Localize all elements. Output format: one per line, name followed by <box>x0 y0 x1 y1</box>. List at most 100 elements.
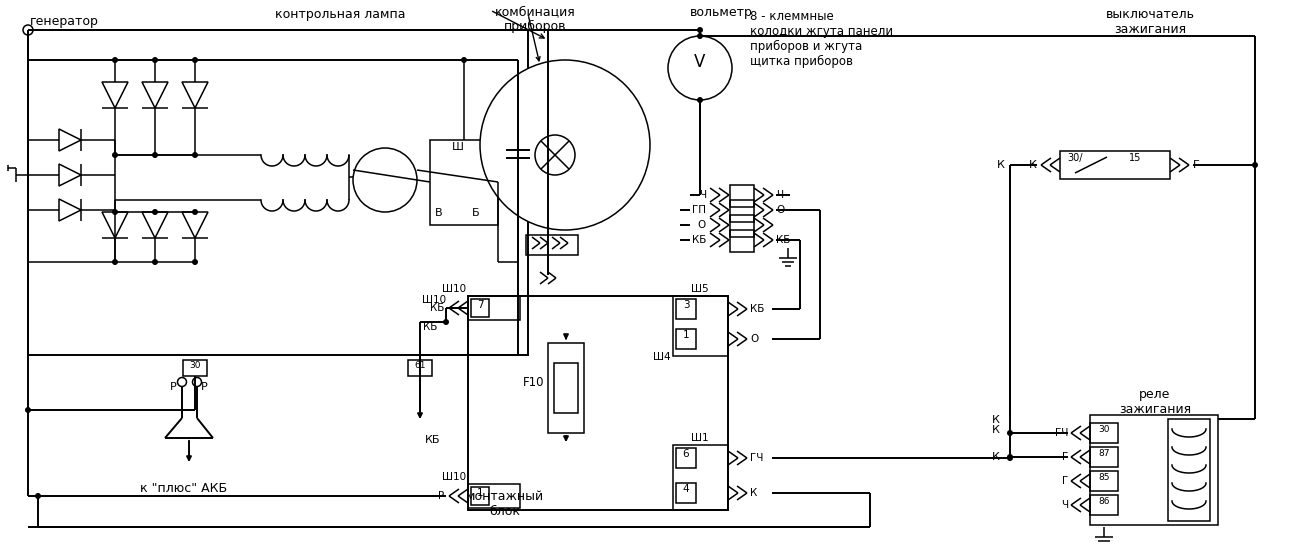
Text: Г: Г <box>1193 160 1199 170</box>
Text: 7: 7 <box>477 300 483 310</box>
Text: 1: 1 <box>477 488 483 498</box>
Bar <box>467 484 521 508</box>
Text: 87: 87 <box>1098 449 1110 458</box>
Circle shape <box>1008 430 1013 436</box>
Circle shape <box>697 33 703 39</box>
Text: КБ: КБ <box>750 304 764 314</box>
Circle shape <box>443 319 449 325</box>
Text: вольметр: вольметр <box>690 6 752 19</box>
Text: V: V <box>694 53 706 71</box>
Bar <box>467 296 728 510</box>
Bar <box>1061 151 1169 179</box>
Text: Г: Г <box>1062 452 1068 462</box>
Text: монтажный
блок: монтажный блок <box>466 490 544 518</box>
Bar <box>467 296 521 320</box>
Text: Р: Р <box>438 491 444 501</box>
Text: О: О <box>698 220 706 230</box>
Circle shape <box>1008 454 1013 460</box>
Text: Ш: Ш <box>452 142 464 152</box>
Text: выключатель
зажигания: выключатель зажигания <box>1106 8 1194 36</box>
Circle shape <box>177 378 186 386</box>
Bar <box>676 483 695 503</box>
Bar <box>430 140 499 225</box>
Circle shape <box>152 259 158 265</box>
Bar <box>471 299 490 317</box>
Text: О: О <box>776 205 785 215</box>
Text: КБ: КБ <box>692 235 706 245</box>
Text: Ш4: Ш4 <box>654 352 671 362</box>
Text: к "плюс" АКБ: к "плюс" АКБ <box>140 482 227 495</box>
Circle shape <box>480 60 650 230</box>
Text: 6: 6 <box>682 449 689 459</box>
Circle shape <box>23 25 32 35</box>
Text: 3: 3 <box>682 300 689 310</box>
Text: Ч: Ч <box>776 190 783 200</box>
Circle shape <box>111 57 118 63</box>
Bar <box>548 343 584 433</box>
Text: 4: 4 <box>682 484 689 494</box>
Text: F10: F10 <box>522 376 544 390</box>
Text: 85: 85 <box>1098 473 1110 482</box>
Text: Ч: Ч <box>1061 500 1068 510</box>
Text: К: К <box>992 452 1000 462</box>
Circle shape <box>35 493 41 499</box>
Circle shape <box>193 378 202 386</box>
Text: реле
зажигания: реле зажигания <box>1119 388 1191 416</box>
Bar <box>673 445 728 510</box>
Bar <box>526 235 578 255</box>
Text: КБ: КБ <box>425 435 440 445</box>
Bar <box>676 329 695 349</box>
Circle shape <box>192 259 198 265</box>
Text: Б: Б <box>471 208 479 218</box>
Circle shape <box>111 259 118 265</box>
Circle shape <box>192 152 198 158</box>
Bar <box>1090 447 1118 467</box>
Text: К: К <box>750 488 758 498</box>
Bar <box>183 360 207 376</box>
Circle shape <box>1252 162 1257 168</box>
Text: контрольная лампа: контрольная лампа <box>275 8 405 21</box>
Circle shape <box>25 407 31 413</box>
Text: комбинация
приборов: комбинация приборов <box>495 5 575 33</box>
Bar <box>1090 471 1118 491</box>
Bar <box>1090 423 1118 443</box>
Circle shape <box>152 152 158 158</box>
Text: 15: 15 <box>1129 153 1141 163</box>
Text: ГЧ: ГЧ <box>1054 428 1068 438</box>
Text: Ш10: Ш10 <box>442 472 466 482</box>
Text: ГП: ГП <box>692 205 706 215</box>
Text: КБ: КБ <box>776 235 790 245</box>
Bar <box>1090 415 1219 525</box>
Bar <box>730 185 754 207</box>
Bar <box>730 200 754 222</box>
Text: В: В <box>435 208 443 218</box>
Bar <box>676 299 695 319</box>
Text: 8 - клеммные
колодки жгута панели
приборов и жгута
щитка приборов: 8 - клеммные колодки жгута панели прибор… <box>750 10 894 68</box>
Circle shape <box>668 36 732 100</box>
Circle shape <box>111 152 118 158</box>
Text: Ш10: Ш10 <box>422 295 445 305</box>
Bar <box>471 487 490 505</box>
Text: генератор: генератор <box>30 15 98 28</box>
Bar <box>730 230 754 252</box>
Text: 1: 1 <box>682 330 689 340</box>
Text: К: К <box>992 415 1000 425</box>
Bar <box>1168 419 1210 521</box>
Circle shape <box>461 57 467 63</box>
Circle shape <box>152 57 158 63</box>
Text: 61: 61 <box>414 361 426 370</box>
Text: О: О <box>750 334 759 344</box>
Text: Р: Р <box>201 382 207 392</box>
Text: Ч: Ч <box>699 190 706 200</box>
Bar <box>1090 495 1118 515</box>
Text: К: К <box>1030 160 1037 170</box>
Text: Ш1: Ш1 <box>692 433 708 443</box>
Bar <box>28 30 528 355</box>
Text: Ш5: Ш5 <box>692 284 708 294</box>
Text: 86: 86 <box>1098 497 1110 506</box>
Text: 30: 30 <box>189 361 201 370</box>
Circle shape <box>192 57 198 63</box>
Circle shape <box>1008 455 1013 461</box>
Text: К: К <box>997 160 1005 170</box>
Text: Г: Г <box>1062 476 1068 486</box>
